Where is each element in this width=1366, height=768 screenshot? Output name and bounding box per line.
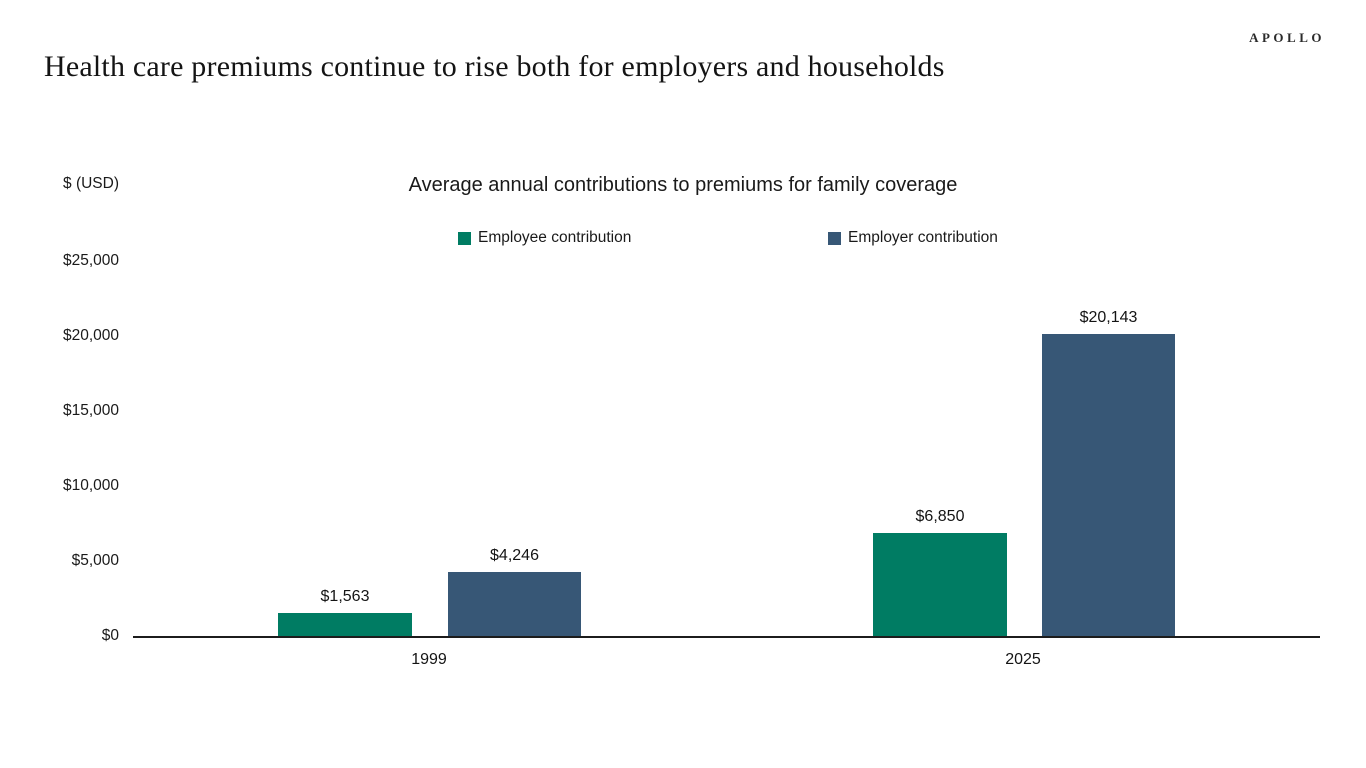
- y-tick-label-15000: $15,000: [62, 402, 119, 419]
- bar-1999-employee: [278, 612, 412, 636]
- bar-value-label: $20,143: [1079, 308, 1138, 326]
- y-axis-unit-label: $ (USD): [63, 175, 119, 192]
- bar-column-2025-employee: $6,850: [873, 261, 1007, 636]
- plot-area: $1,563 $4,246 $6,850 $20,143: [133, 261, 1320, 636]
- bar-column-2025-employer: $20,143: [1042, 261, 1175, 636]
- chart-title: Average annual contributions to premiums…: [408, 174, 958, 196]
- legend-item-employer: Employer contribution: [828, 229, 998, 247]
- bar-value-label: $6,850: [915, 508, 965, 526]
- bar-value-label: $1,563: [320, 587, 370, 605]
- bar-1999-employer: [448, 572, 581, 636]
- x-tick-label-2025: 2025: [1005, 651, 1041, 668]
- legend-swatch-employer-icon: [828, 231, 841, 245]
- bar-2025-employer: [1042, 333, 1175, 636]
- x-axis-line: [133, 636, 1320, 638]
- legend-label-employer: Employer contribution: [848, 229, 998, 246]
- apollo-logo: APOLLO: [1249, 30, 1325, 45]
- bar-column-1999-employer: $4,246: [448, 261, 581, 636]
- legend-item-employee: Employee contribution: [458, 229, 631, 247]
- y-tick-label-10000: $10,000: [62, 477, 119, 494]
- y-tick-label-25000: $25,000: [62, 252, 119, 269]
- y-tick-label-20000: $20,000: [62, 327, 119, 344]
- legend-swatch-employee-icon: [458, 231, 471, 245]
- y-tick-label-0: $0: [101, 627, 119, 644]
- bar-column-1999-employee: $1,563: [278, 261, 412, 636]
- y-tick-label-5000: $5,000: [71, 552, 119, 569]
- x-tick-label-1999: 1999: [411, 651, 447, 668]
- page-title: Health care premiums continue to rise bo…: [44, 50, 945, 83]
- bar-value-label: $4,246: [490, 547, 539, 565]
- legend-label-employee: Employee contribution: [478, 229, 632, 246]
- bar-2025-employee: [873, 533, 1007, 636]
